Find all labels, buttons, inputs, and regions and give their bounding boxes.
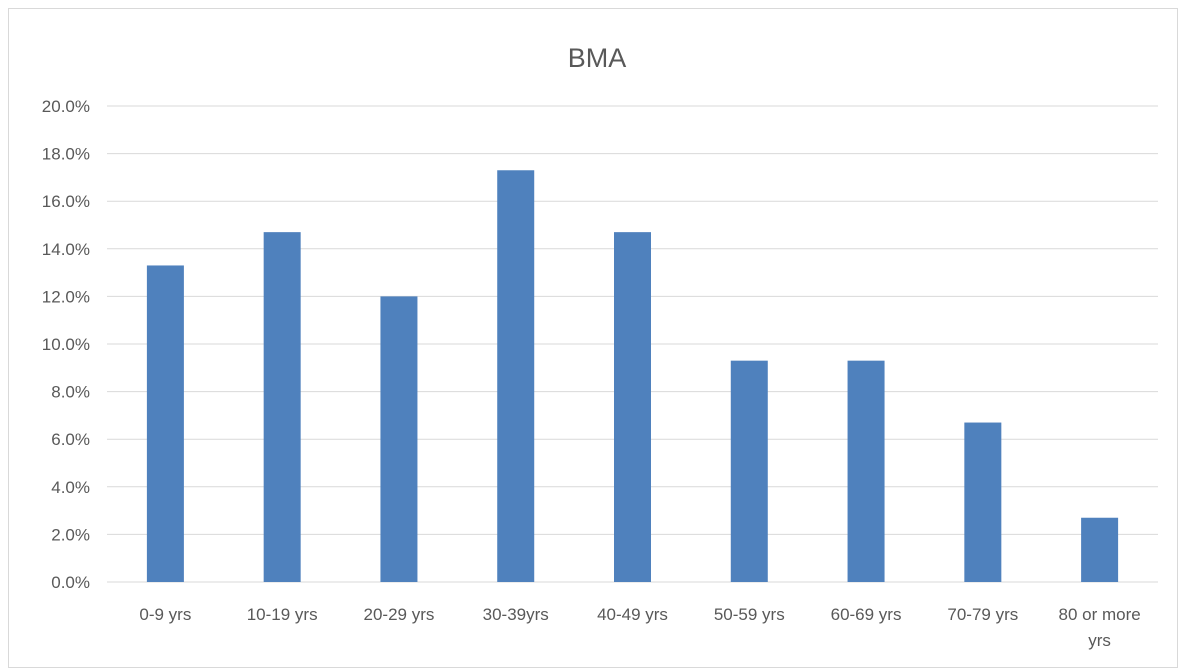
bar [964,422,1002,582]
bar [847,360,885,582]
y-tick-label: 14.0% [42,240,90,259]
chart-area: BMA 0.0% 2.0% 4.0% 6.0% 8.0% 10.0% 12.0% 14.0% 1… [8,8,1178,668]
bar [730,360,768,582]
chart-title: BMA [568,43,627,73]
y-tick-label: 6.0% [51,430,90,449]
y-tick-label: 4.0% [51,478,90,497]
y-tick-label: 2.0% [51,525,90,544]
y-tick-label: 0.0% [51,573,90,592]
bar [380,296,418,582]
x-tick-label: 80 or more yrs [1059,605,1141,650]
x-tick-label: 30-39yrs [483,605,549,624]
bar [263,232,301,582]
x-tick-label: 40-49 yrs [597,605,668,624]
x-tick-label: 50-59 yrs [714,605,785,624]
y-tick-label: 8.0% [51,383,90,402]
y-tick-label: 10.0% [42,335,90,354]
x-tick-label: 70-79 yrs [947,605,1018,624]
bar [146,265,184,582]
x-tick-label: 20-29 yrs [364,605,435,624]
bar [614,232,651,582]
bar-chart: BMA 0.0% 2.0% 4.0% 6.0% 8.0% 10.0% 12.0% 14.0% 1… [42,43,1158,650]
y-tick-label: 20.0% [42,97,90,116]
bars [146,170,1119,582]
y-tick-label: 16.0% [42,192,90,211]
x-tick-label: 60-69 yrs [831,605,902,624]
x-tick-label: 10-19 yrs [247,605,318,624]
y-tick-label: 18.0% [42,145,90,164]
bar [1081,517,1119,582]
x-axis-tick-labels: 0-9 yrs 10-19 yrs 20-29 yrs 30-39yrs 40-49 y… [139,605,1140,650]
y-tick-label: 12.0% [42,287,90,306]
bar [497,170,535,582]
x-tick-label: 0-9 yrs [139,605,191,624]
y-axis-tick-labels: 0.0% 2.0% 4.0% 6.0% 8.0% 10.0% 12.0% 14.0% 16.0%… [42,97,90,592]
